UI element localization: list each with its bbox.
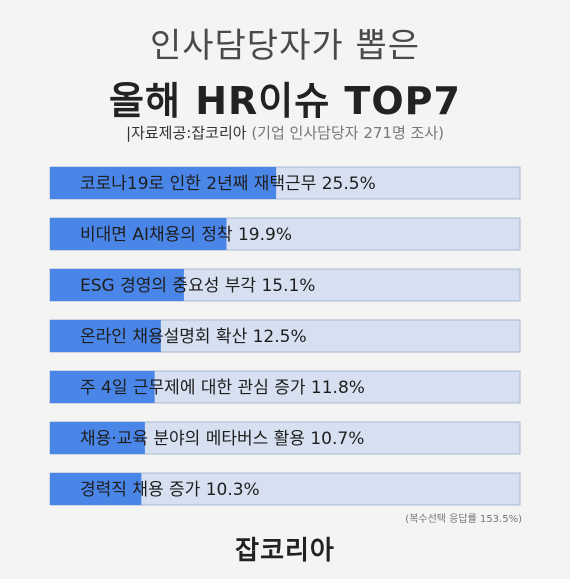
source-line: |자료제공:잡코리아 (기업 인사담당자 271명 조사) (0, 122, 570, 143)
bar-label: ESG 경영의 중요성 부각 15.1% (80, 276, 315, 296)
bar-label: 코로나19로 인한 2년째 재택근무 25.5% (80, 174, 376, 194)
bar (50, 371, 155, 403)
bar-row: ESG 경영의 중요성 부각 15.1% (49, 268, 521, 302)
bar (50, 473, 142, 505)
bar-row: 주 4일 근무제에 대한 관심 증가 11.8% (49, 370, 521, 404)
bar-label: 주 4일 근무제에 대한 관심 증가 11.8% (80, 378, 365, 398)
bar-label: 채용·교육 분야의 메타버스 활용 10.7% (80, 429, 364, 449)
bar-label: 비대면 AI채용의 정착 19.9% (80, 225, 292, 245)
bar (50, 422, 145, 454)
bar (50, 167, 277, 199)
bar-label: 온라인 채용설명회 확산 12.5% (80, 327, 307, 347)
bar (50, 218, 227, 250)
bar-row: 온라인 채용설명회 확산 12.5% (49, 319, 521, 353)
bar-row: 경력직 채용 증가 10.3% (49, 472, 521, 506)
bar-row: 채용·교육 분야의 메타버스 활용 10.7% (49, 421, 521, 455)
source-note: (기업 인사담당자 271명 조사) (251, 124, 444, 142)
bar-label: 경력직 채용 증가 10.3% (80, 480, 260, 500)
bar-row: 비대면 AI채용의 정착 19.9% (49, 217, 521, 251)
bar (50, 269, 184, 301)
title-line2: 올해 HR이슈 TOP7 (109, 79, 461, 123)
bar (50, 320, 161, 352)
title-line1: 인사담당자가 뽑은 (149, 26, 421, 66)
brand-logo: 잡코리아 (235, 536, 335, 566)
source-text: |자료제공:잡코리아 (126, 124, 247, 142)
bar-row: 코로나19로 인한 2년째 재택근무 25.5% (49, 166, 521, 200)
footnote: (복수선택 응답률 153.5%) (405, 514, 522, 525)
